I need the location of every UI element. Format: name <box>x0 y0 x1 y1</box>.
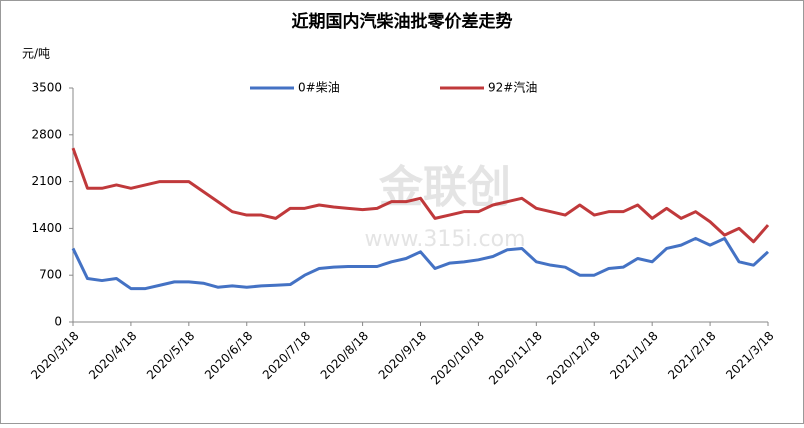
legend-label: 92#汽油 <box>488 80 537 95</box>
watermark: www.315i.com <box>364 227 525 252</box>
legend-label: 0#柴油 <box>298 81 340 95</box>
y-tick-label: 1400 <box>31 221 62 235</box>
watermark: 金联创 <box>378 162 511 213</box>
y-tick-label: 0 <box>54 315 62 329</box>
line-series <box>71 147 770 244</box>
y-tick-label: 700 <box>39 268 62 282</box>
chart-title: 近期国内汽柴油批零价差走势 <box>292 11 513 32</box>
line-series <box>71 236 770 291</box>
y-axis-label: 元/吨 <box>22 47 50 61</box>
y-tick-label: 2100 <box>31 174 62 188</box>
y-tick-label: 2800 <box>31 127 62 141</box>
y-tick-label: 3500 <box>31 81 62 95</box>
